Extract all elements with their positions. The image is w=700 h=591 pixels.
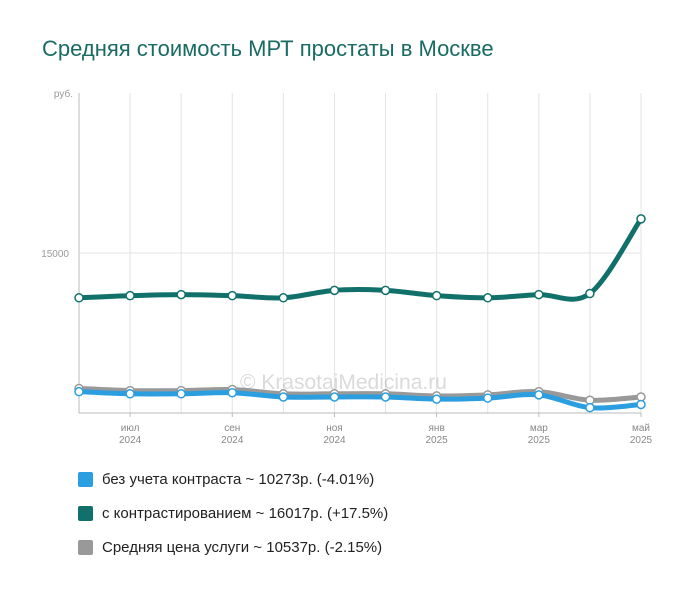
data-point-with-contrast (125, 290, 135, 301)
data-point-with-contrast (278, 293, 289, 303)
data-point-no-contrast (176, 389, 186, 399)
data-point-with-contrast (380, 285, 391, 296)
y-axis-label: руб. (54, 88, 73, 100)
x-tick-label-year: 2024 (323, 435, 346, 446)
data-point-with-contrast (636, 214, 646, 224)
legend-label-with-contrast: с контрастированием ~ 16017р. (+17.5%) (102, 504, 389, 522)
data-point-no-contrast (431, 394, 442, 404)
y-tick-label: 15000 (41, 249, 69, 260)
legend-swatch-with-contrast (78, 505, 93, 521)
legend-item-no-contrast[interactable]: без учета контраста ~ 10273р. (-4.01%) (78, 462, 388, 496)
legend-label-no-contrast: без учета контраста ~ 10273р. (-4.01%) (102, 470, 375, 488)
x-tick-label-year: 2025 (426, 435, 449, 446)
x-tick-label-month: мар (530, 423, 548, 434)
data-point-no-contrast (227, 387, 238, 398)
data-point-with-contrast (534, 289, 544, 300)
x-tick-label-month: янв (429, 423, 445, 434)
x-tick-label-month: май (632, 423, 650, 434)
series-line-with-contrast (76, 216, 644, 302)
x-tick-label-year: 2024 (119, 435, 142, 446)
legend-label-average: Средняя цена услуги ~ 10537р. (-2.15%) (102, 538, 383, 556)
data-point-no-contrast (585, 402, 595, 413)
data-point-no-contrast (74, 386, 84, 397)
x-tick-label-month: ноя (326, 423, 343, 434)
x-tick-label-year: 2024 (221, 435, 244, 446)
data-point-no-contrast (278, 392, 289, 402)
data-point-with-contrast (74, 293, 84, 303)
data-point-no-contrast (125, 389, 135, 399)
x-tick-label-month: сен (224, 423, 240, 434)
chart-title: Средняя стоимость МРТ простаты в Москве (42, 36, 494, 61)
x-tick-label-month: июл (121, 423, 140, 434)
watermark: © KrasotaiMedicina.ru (240, 371, 447, 394)
legend: без учета контраста ~ 10273р. (-4.01%) с… (78, 462, 388, 564)
data-point-with-contrast (482, 293, 493, 303)
data-point-no-contrast (636, 399, 646, 410)
data-point-no-contrast (329, 392, 340, 402)
x-tick-label-year: 2025 (630, 435, 653, 446)
legend-item-average[interactable]: Средняя цена услуги ~ 10537р. (-2.15%) (78, 530, 388, 564)
data-point-no-contrast (534, 390, 544, 400)
data-point-no-contrast (482, 393, 493, 403)
x-tick-label-year: 2025 (528, 435, 551, 446)
legend-item-with-contrast[interactable]: с контрастированием ~ 16017р. (+17.5%) (78, 496, 388, 530)
data-point-with-contrast (227, 290, 238, 301)
data-point-with-contrast (329, 285, 340, 296)
data-point-with-contrast (431, 290, 442, 301)
data-point-no-contrast (380, 392, 391, 402)
data-point-with-contrast (585, 288, 595, 299)
legend-swatch-average (78, 539, 93, 555)
legend-swatch-no-contrast (78, 471, 93, 487)
data-point-with-contrast (176, 289, 186, 300)
